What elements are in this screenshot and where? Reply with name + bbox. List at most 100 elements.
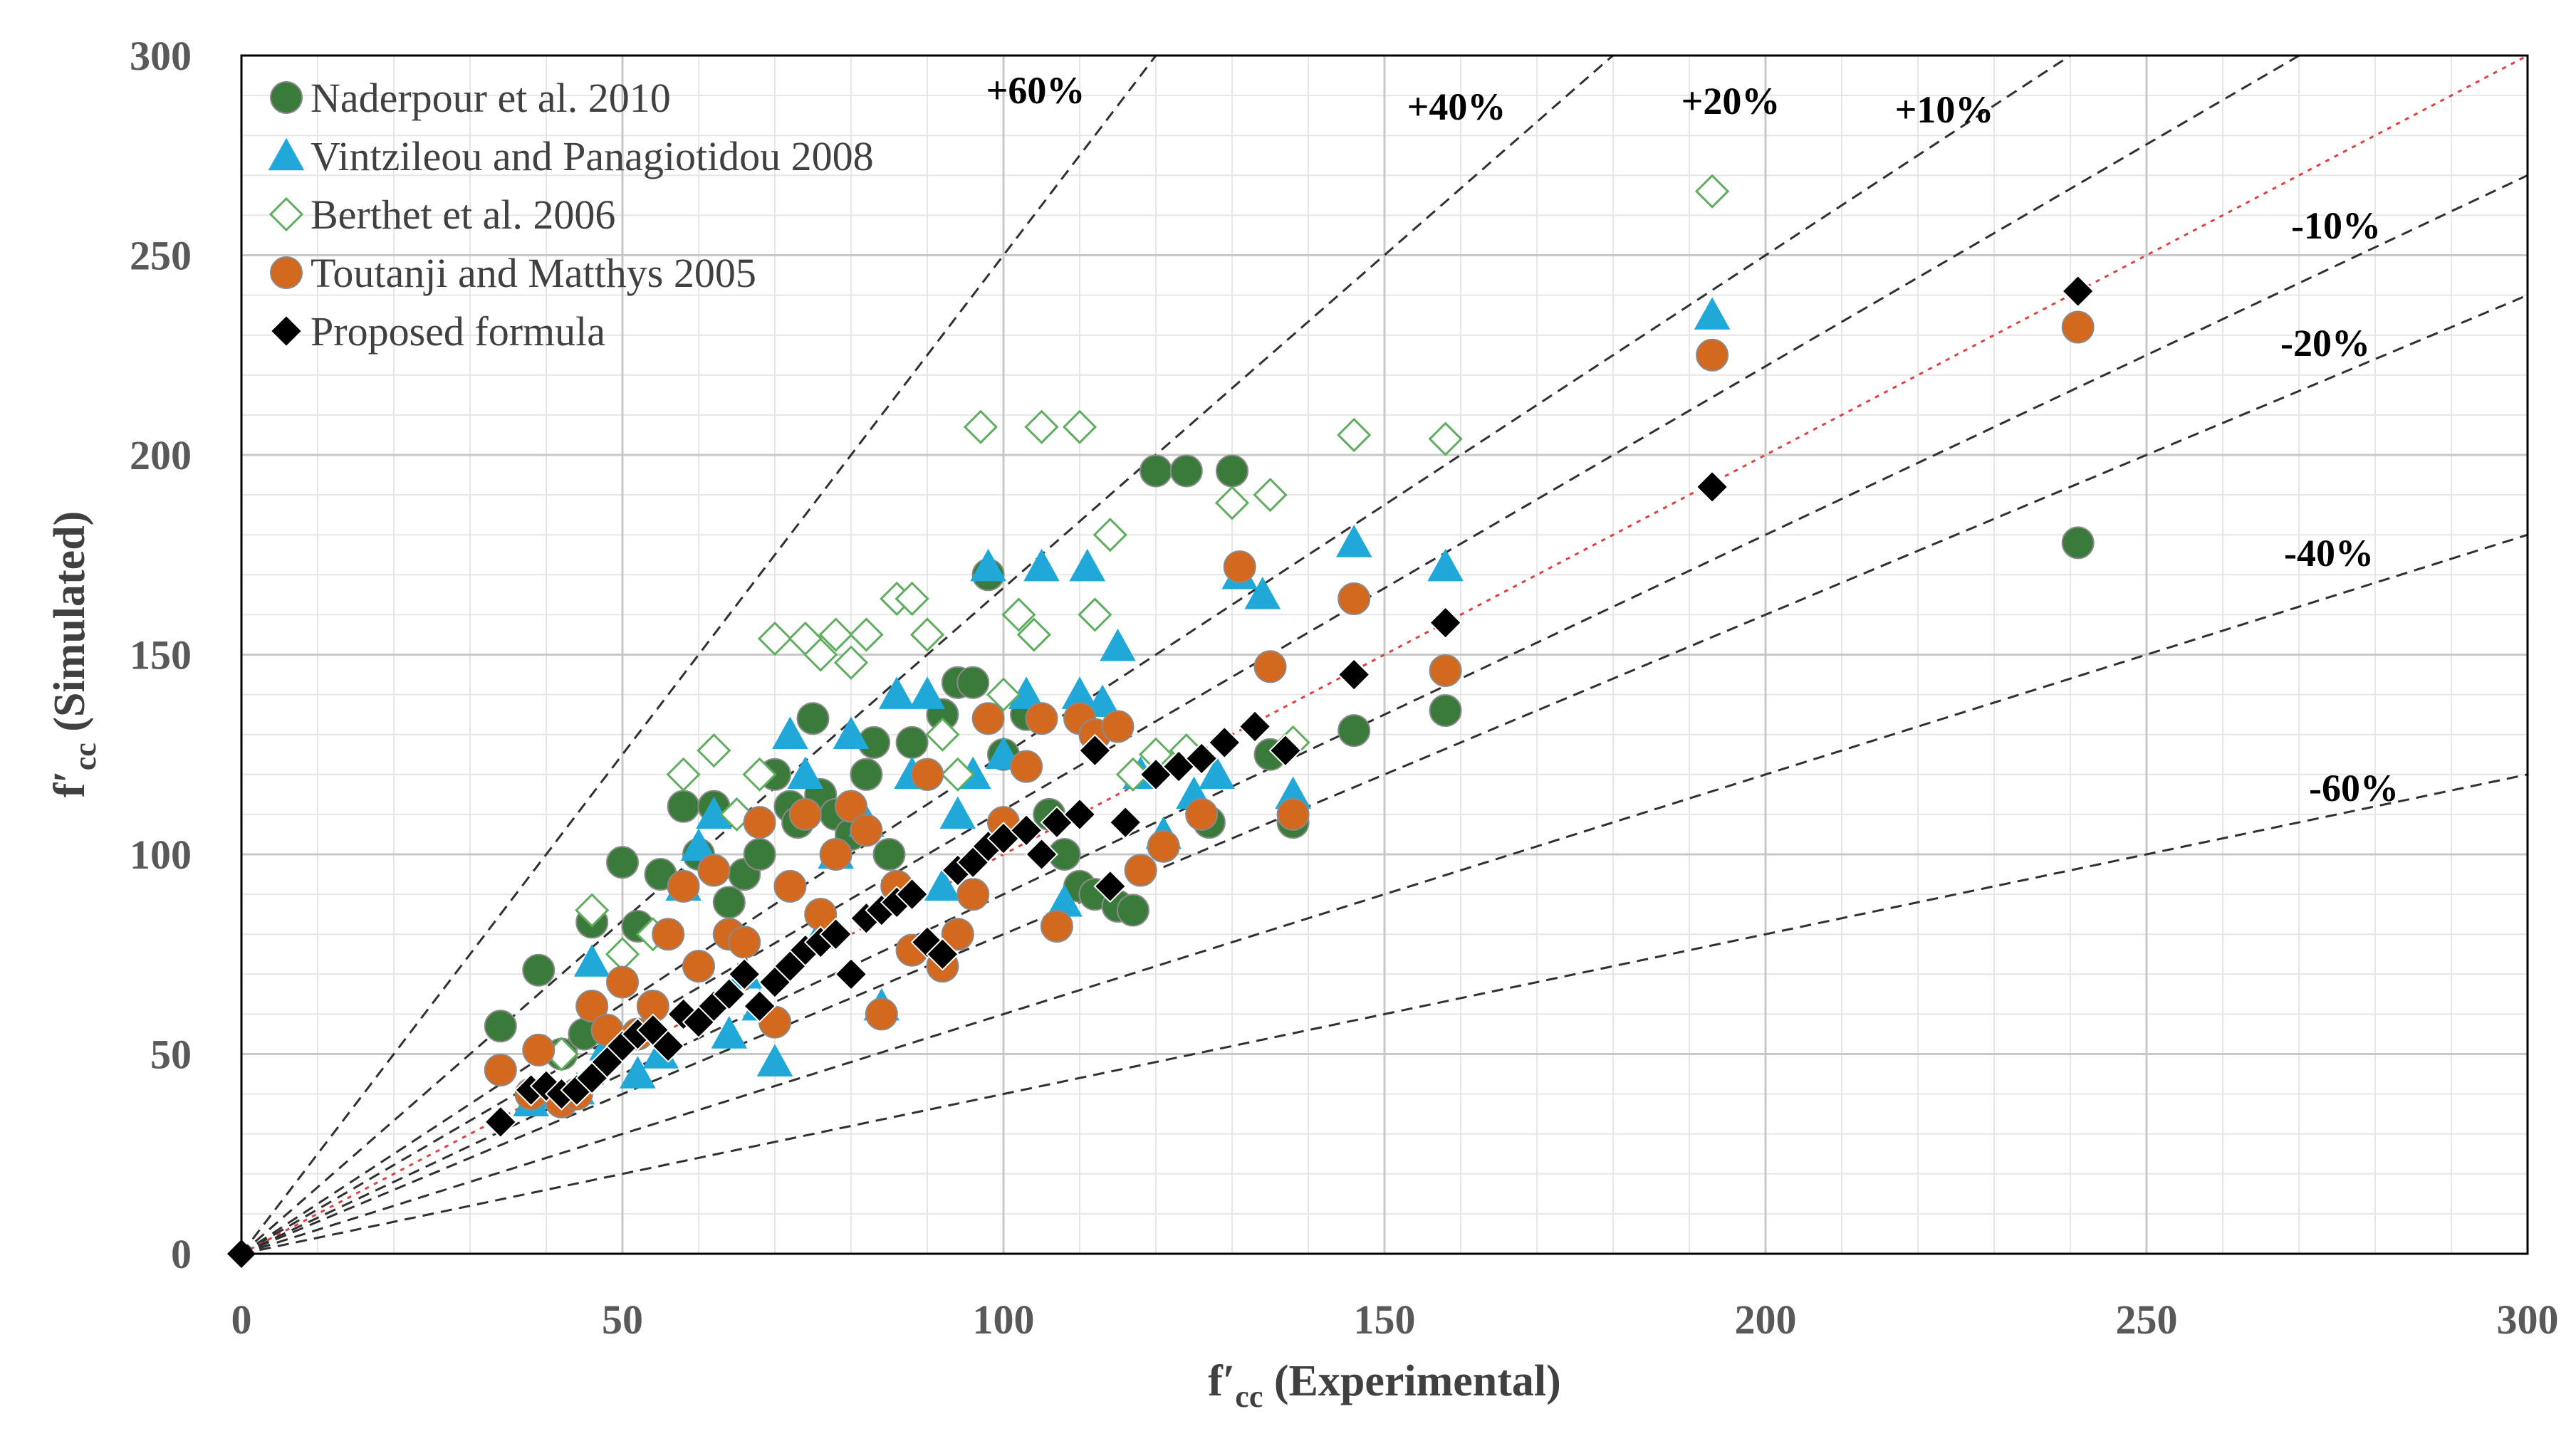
data-point bbox=[1337, 714, 1371, 748]
band-label: +60% bbox=[986, 69, 1085, 112]
x-tick-label: 50 bbox=[602, 1296, 643, 1343]
band-label: +40% bbox=[1407, 85, 1506, 128]
legend-marker bbox=[268, 137, 305, 171]
band-labels: +60% +40% +20% +10% -10% -20% -40% -60% bbox=[986, 69, 2399, 809]
data-point bbox=[1001, 597, 1036, 632]
data-point bbox=[909, 617, 945, 652]
data-point bbox=[878, 676, 915, 709]
data-point bbox=[1084, 684, 1121, 718]
y-axis-title-rest: (Simulated) bbox=[46, 511, 94, 743]
data-point bbox=[1185, 797, 1219, 831]
data-point bbox=[971, 702, 1005, 735]
data-point bbox=[605, 937, 640, 972]
data-point bbox=[872, 838, 906, 871]
data-point bbox=[1078, 733, 1112, 767]
data-point bbox=[833, 645, 869, 680]
data-point bbox=[796, 702, 830, 735]
data-point bbox=[2061, 526, 2095, 560]
data-point bbox=[1695, 470, 1729, 504]
data-point bbox=[773, 869, 807, 903]
x-tick-label: 0 bbox=[231, 1296, 252, 1343]
data-point bbox=[939, 796, 976, 829]
data-point bbox=[1040, 909, 1073, 943]
x-axis-title-sub: cc bbox=[1235, 1379, 1263, 1414]
band-label: -20% bbox=[2280, 322, 2370, 365]
data-point bbox=[1244, 577, 1281, 609]
data-point bbox=[522, 953, 556, 987]
data-point bbox=[865, 997, 898, 1031]
data-point bbox=[1093, 869, 1127, 903]
data-point bbox=[1061, 676, 1098, 709]
data-point bbox=[1010, 750, 1043, 783]
band-label: -40% bbox=[2284, 532, 2374, 575]
series-2 bbox=[544, 174, 1730, 1071]
data-point bbox=[956, 878, 990, 911]
y-tick-label: 150 bbox=[130, 632, 192, 678]
data-point bbox=[818, 617, 853, 652]
data-point bbox=[909, 676, 946, 709]
data-point bbox=[1100, 628, 1136, 661]
data-point bbox=[697, 733, 731, 768]
data-point bbox=[522, 1033, 556, 1067]
x-tick-label: 100 bbox=[973, 1296, 1035, 1343]
data-point bbox=[819, 917, 853, 951]
x-tick-label: 200 bbox=[1735, 1296, 1797, 1343]
data-point bbox=[652, 918, 685, 951]
data-point bbox=[667, 869, 700, 903]
x-tick-label: 250 bbox=[2116, 1296, 2178, 1343]
data-point bbox=[1025, 837, 1058, 871]
data-point bbox=[743, 989, 777, 1023]
data-point bbox=[2061, 274, 2095, 308]
data-point bbox=[575, 893, 610, 928]
y-axis-title: f′cc (Simulated) bbox=[46, 511, 103, 798]
data-point bbox=[833, 716, 870, 749]
data-point bbox=[835, 790, 867, 823]
data-point bbox=[941, 918, 974, 951]
band-label: +10% bbox=[1895, 88, 1994, 131]
data-point bbox=[1184, 741, 1219, 775]
tick-labels: 0 50 100 150 200 250 300 0 50 100 150 200 250 300 bbox=[130, 33, 2559, 1343]
reference-line bbox=[241, 174, 2528, 1255]
series-3 bbox=[484, 310, 2095, 1118]
data-point bbox=[1276, 797, 1310, 831]
data-point bbox=[970, 548, 1006, 582]
data-point bbox=[620, 1056, 656, 1089]
data-point bbox=[895, 725, 929, 759]
y-tick-label: 100 bbox=[130, 832, 192, 878]
data-point bbox=[803, 637, 838, 672]
data-point bbox=[788, 797, 822, 831]
data-point bbox=[772, 716, 808, 749]
data-point bbox=[1069, 548, 1105, 582]
data-point bbox=[743, 838, 776, 871]
data-point bbox=[712, 977, 746, 1011]
data-point bbox=[484, 1010, 517, 1043]
data-point bbox=[924, 868, 961, 901]
reference-line bbox=[241, 294, 2528, 1255]
y-axis-title-sub: cc bbox=[68, 743, 103, 770]
data-point bbox=[1062, 409, 1097, 444]
data-point bbox=[1016, 617, 1051, 652]
x-axis-title-prefix: f′ bbox=[1208, 1357, 1235, 1405]
data-point bbox=[819, 838, 852, 871]
data-point bbox=[1335, 525, 1372, 557]
data-point bbox=[606, 846, 639, 879]
data-point bbox=[1694, 297, 1731, 330]
data-point bbox=[963, 409, 998, 444]
data-point bbox=[895, 581, 929, 617]
legend-label: Berthet et al. 2006 bbox=[311, 192, 615, 238]
data-point bbox=[667, 790, 700, 823]
reference-line bbox=[241, 533, 2528, 1255]
data-point bbox=[484, 1053, 517, 1086]
data-point bbox=[728, 926, 761, 959]
data-point bbox=[1238, 710, 1272, 743]
data-point bbox=[2061, 310, 2095, 344]
data-point bbox=[849, 617, 884, 652]
legend-marker bbox=[268, 197, 304, 232]
y-tick-label: 250 bbox=[130, 233, 192, 279]
data-point bbox=[1696, 338, 1729, 372]
band-label: -60% bbox=[2309, 767, 2399, 809]
plot-frame bbox=[240, 54, 2529, 1255]
data-point bbox=[1101, 710, 1135, 743]
data-point bbox=[834, 957, 868, 991]
data-point bbox=[1337, 658, 1371, 691]
